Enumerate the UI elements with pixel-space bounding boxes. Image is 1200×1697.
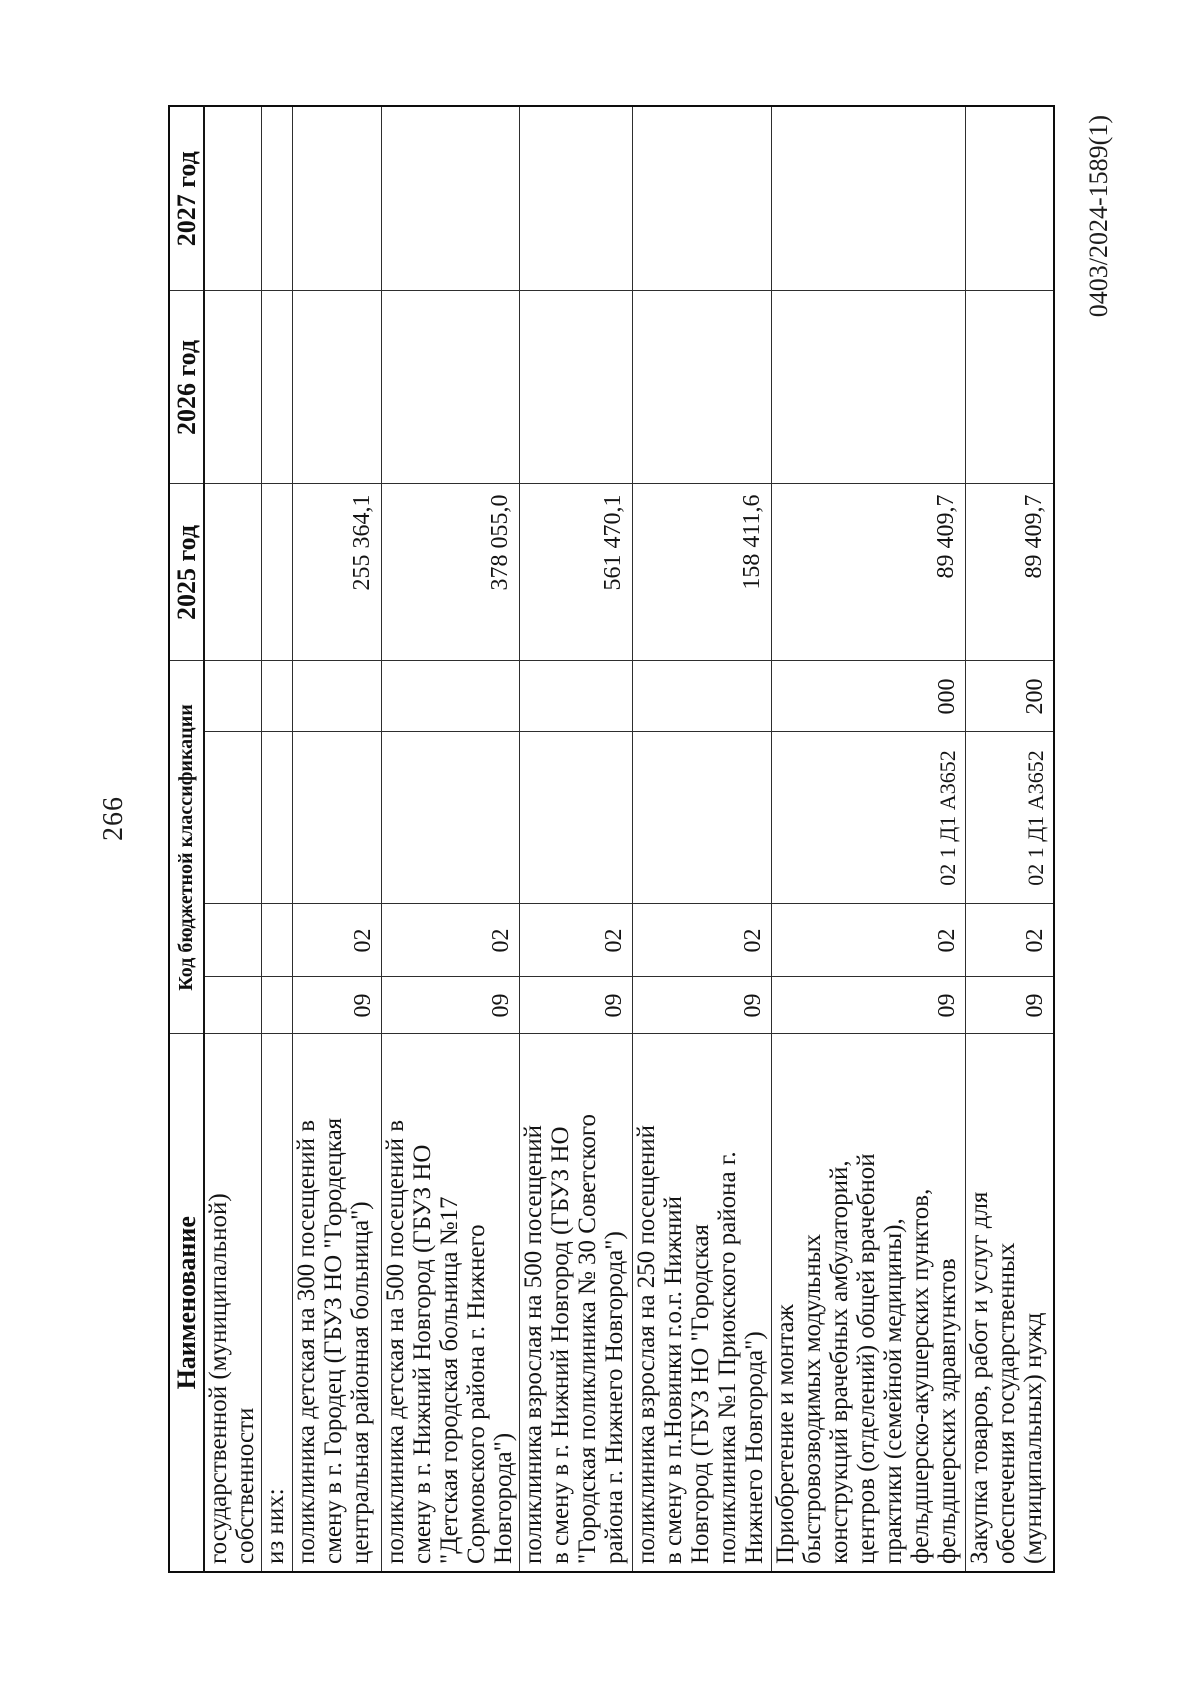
table-row: поликлиника взрослая на 500 посещений в …: [519, 105, 633, 1572]
cell-year-2026: [632, 290, 772, 484]
cell-code-1: [204, 977, 262, 1034]
cell-code-2: 02: [632, 904, 772, 977]
cell-code-2: 02: [771, 904, 966, 977]
table-row: Приобретение и монтаж быстровозводимых м…: [771, 105, 966, 1572]
cell-code-4: [292, 660, 382, 732]
cell-name: из них:: [261, 1034, 293, 1572]
header-name: Наименование: [169, 1034, 204, 1572]
cell-code-2: [204, 904, 262, 977]
header-year-2027: 2027 год: [169, 105, 204, 291]
cell-code-1: 09: [519, 977, 633, 1034]
cell-code-1: [261, 977, 293, 1034]
cell-name: поликлиника детская на 300 посещений в с…: [292, 1034, 382, 1572]
budget-table: Наименование Код бюджетной классификации…: [168, 104, 1055, 1573]
cell-name: Закупка товаров, работ и услуг для обесп…: [965, 1034, 1054, 1572]
cell-year-2027: [292, 105, 382, 291]
cell-code-3: [292, 732, 382, 904]
cell-code-3: [381, 732, 520, 904]
cell-code-4: [261, 660, 293, 732]
cell-year-2027: [632, 105, 772, 291]
header-year-2026: 2026 год: [169, 290, 204, 484]
cell-name: Приобретение и монтаж быстровозводимых м…: [771, 1034, 966, 1572]
cell-name: поликлиника детская на 500 посещений в с…: [381, 1034, 520, 1572]
cell-name: поликлиника взрослая на 250 посещений в …: [632, 1034, 772, 1572]
cell-code-1: 09: [965, 977, 1054, 1034]
document-number: 0403/2024-1589(1): [1084, 115, 1113, 318]
cell-year-2026: [204, 290, 262, 484]
cell-code-1: 09: [381, 977, 520, 1034]
cell-year-2026: [261, 290, 293, 484]
table-row: из них:: [261, 105, 293, 1572]
table-row: поликлиника детская на 300 посещений в с…: [292, 105, 382, 1572]
cell-code-1: 09: [292, 977, 382, 1034]
cell-code-2: 02: [381, 904, 520, 977]
cell-year-2027: [965, 105, 1054, 291]
cell-year-2026: [292, 290, 382, 484]
cell-year-2027: [519, 105, 633, 291]
cell-code-2: 02: [965, 904, 1054, 977]
table-row: государственной (муниципальной) собствен…: [204, 105, 262, 1572]
cell-year-2027: [204, 105, 262, 291]
cell-year-2025: 89 409,7: [965, 483, 1054, 661]
header-year-2025: 2025 год: [169, 483, 204, 661]
cell-code-3: [261, 732, 293, 904]
cell-code-2: [261, 904, 293, 977]
cell-year-2025: 255 364,1: [292, 483, 382, 661]
cell-year-2027: [261, 105, 293, 291]
cell-year-2026: [519, 290, 633, 484]
cell-code-4: [632, 660, 772, 732]
cell-code-4: 200: [965, 660, 1054, 732]
page-number: 266: [98, 796, 129, 841]
cell-code-3: 02 1 Д1 А3652: [965, 732, 1054, 904]
cell-code-2: 02: [519, 904, 633, 977]
cell-year-2026: [965, 290, 1054, 484]
header-budget-code: Код бюджетной классификации: [169, 660, 204, 1034]
cell-name: государственной (муниципальной) собствен…: [204, 1034, 262, 1572]
cell-code-4: [519, 660, 633, 732]
cell-code-2: 02: [292, 904, 382, 977]
table-header-row: Наименование Код бюджетной классификации…: [169, 105, 204, 1572]
table-row: поликлиника детская на 500 посещений в с…: [381, 105, 520, 1572]
cell-code-3: [519, 732, 633, 904]
cell-year-2025: [261, 483, 293, 661]
cell-code-1: 09: [771, 977, 966, 1034]
cell-code-3: [204, 732, 262, 904]
cell-year-2027: [771, 105, 966, 291]
table-row: Закупка товаров, работ и услуг для обесп…: [965, 105, 1054, 1572]
cell-year-2026: [771, 290, 966, 484]
cell-code-4: [204, 660, 262, 732]
cell-name: поликлиника взрослая на 500 посещений в …: [519, 1034, 633, 1572]
cell-year-2025: [204, 483, 262, 661]
cell-year-2025: 158 411,6: [632, 483, 772, 661]
cell-code-3: 02 1 Д1 А3652: [771, 732, 966, 904]
cell-year-2026: [381, 290, 520, 484]
cell-code-4: 000: [771, 660, 966, 732]
cell-year-2025: 89 409,7: [771, 483, 966, 661]
cell-year-2027: [381, 105, 520, 291]
cell-code-3: [632, 732, 772, 904]
cell-year-2025: 561 470,1: [519, 483, 633, 661]
cell-year-2025: 378 055,0: [381, 483, 520, 661]
cell-code-4: [381, 660, 520, 732]
table-row: поликлиника взрослая на 250 посещений в …: [632, 105, 772, 1572]
cell-code-1: 09: [632, 977, 772, 1034]
